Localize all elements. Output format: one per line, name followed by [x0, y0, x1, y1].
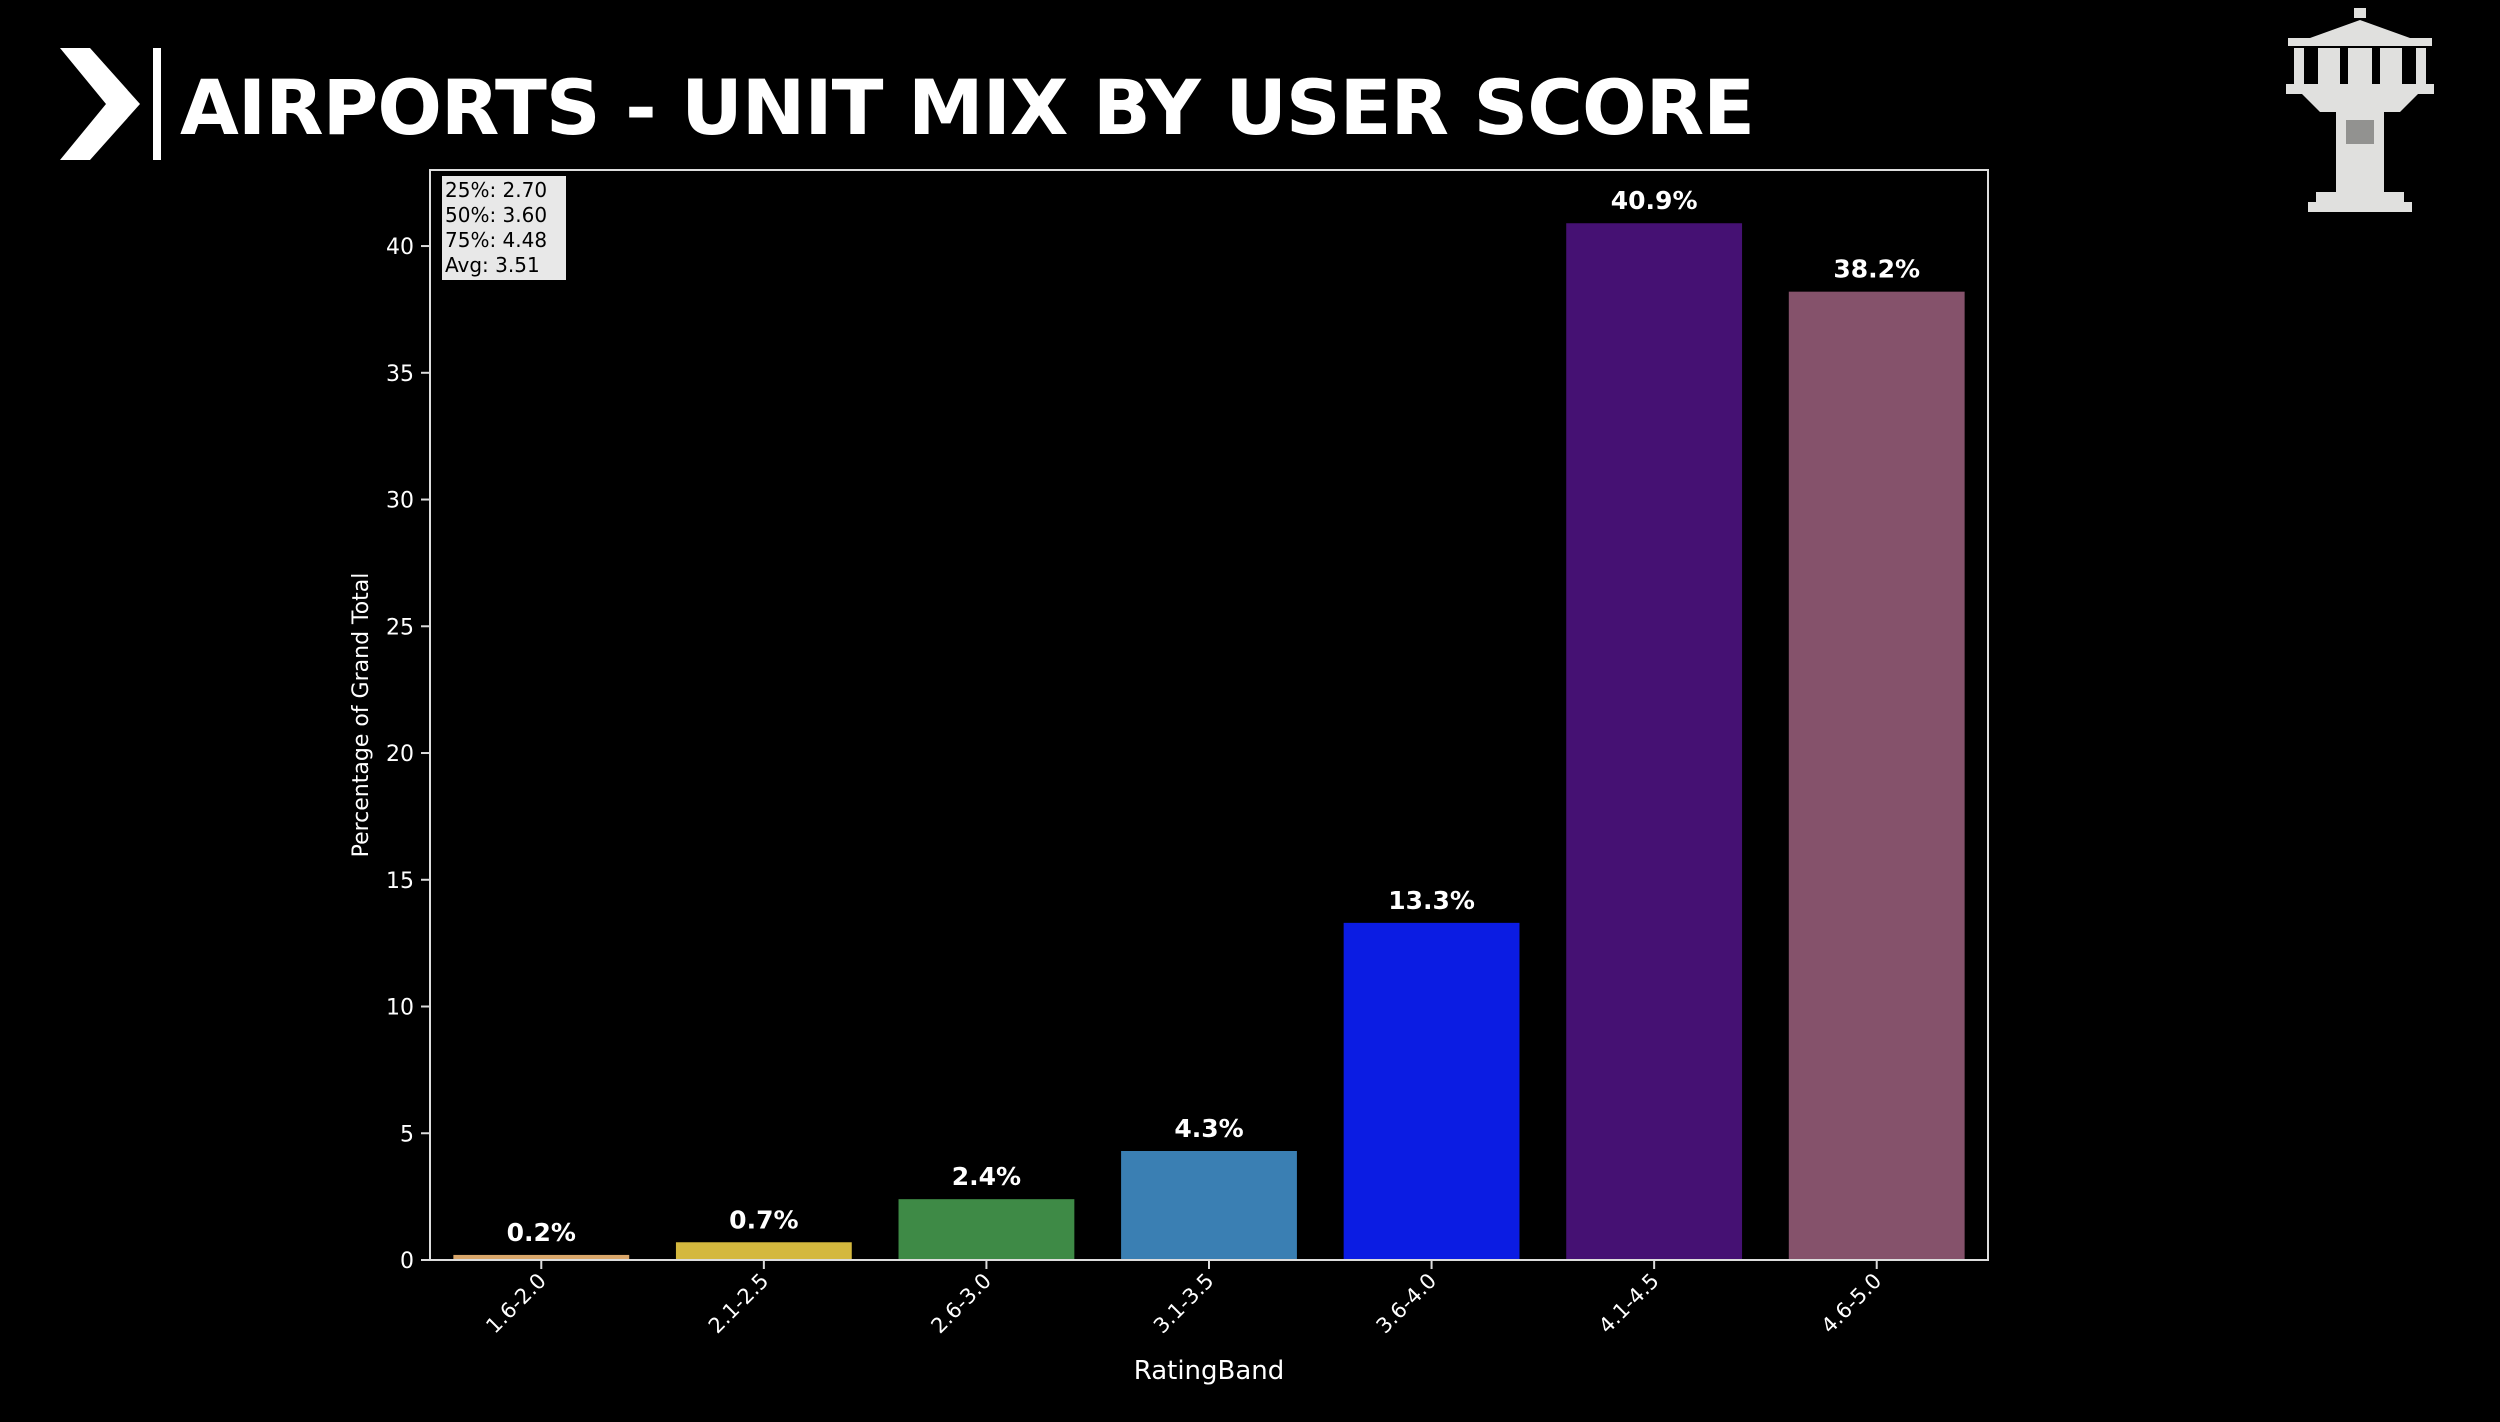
title-divider: [153, 48, 161, 160]
bar-3.1-3.5: [1121, 1151, 1297, 1260]
data-label: 40.9%: [1611, 186, 1698, 215]
stat-p50: 50%: 3.60: [445, 203, 548, 227]
bar-2.1-2.5: [675, 1242, 852, 1260]
data-label: 4.3%: [1174, 1114, 1243, 1143]
control-tower-icon: [2286, 8, 2434, 212]
chevron-right-icon: [60, 48, 140, 160]
stat-avg: Avg: 3.51: [445, 253, 540, 277]
x-axis-label: RatingBand: [1134, 1356, 1285, 1386]
data-label: 13.3%: [1388, 886, 1475, 915]
y-tick-label: 0: [400, 1249, 414, 1274]
y-tick-label: 15: [386, 869, 414, 894]
bar-4.1-4.5: [1566, 223, 1743, 1261]
bar-3.6-4.0: [1343, 922, 1520, 1260]
x-tick-label: 2.1-2.5: [704, 1269, 774, 1339]
x-tick-label: 3.6-4.0: [1372, 1269, 1442, 1339]
page-title: AIRPORTS - UNIT MIX BY USER SCORE: [180, 63, 1755, 152]
y-tick-label: 5: [400, 1122, 414, 1147]
data-label: 0.7%: [729, 1205, 798, 1234]
data-label: 2.4%: [952, 1162, 1021, 1191]
y-tick-label: 40: [386, 235, 414, 260]
bar-2.6-3.0: [898, 1199, 1075, 1260]
x-tick-label: 3.1-3.5: [1149, 1269, 1219, 1339]
stat-p25: 25%: 2.70: [445, 178, 548, 202]
data-label: 0.2%: [507, 1218, 576, 1247]
stats-legend: 25%: 2.70 50%: 3.60 75%: 4.48 Avg: 3.51: [442, 176, 566, 280]
x-tick-label: 2.6-3.0: [926, 1269, 996, 1339]
x-tick-label: 1.6-2.0: [481, 1269, 551, 1339]
y-axis-label: Percentage of Grand Total: [349, 573, 374, 858]
y-tick-label: 20: [386, 742, 414, 767]
plot-frame: [429, 169, 1989, 1261]
x-tick-label: 4.6-5.0: [1817, 1269, 1887, 1339]
y-tick-label: 30: [386, 489, 414, 514]
y-tick-label: 35: [386, 362, 414, 387]
data-label: 38.2%: [1833, 255, 1920, 284]
x-tick-label: 4.1-4.5: [1594, 1269, 1664, 1339]
y-tick-label: 10: [386, 996, 414, 1021]
bar-4.6-5.0: [1788, 291, 1965, 1260]
y-tick-label: 25: [386, 615, 414, 640]
bar-1.6-2.0: [453, 1254, 630, 1260]
stat-p75: 75%: 4.48: [445, 228, 548, 252]
